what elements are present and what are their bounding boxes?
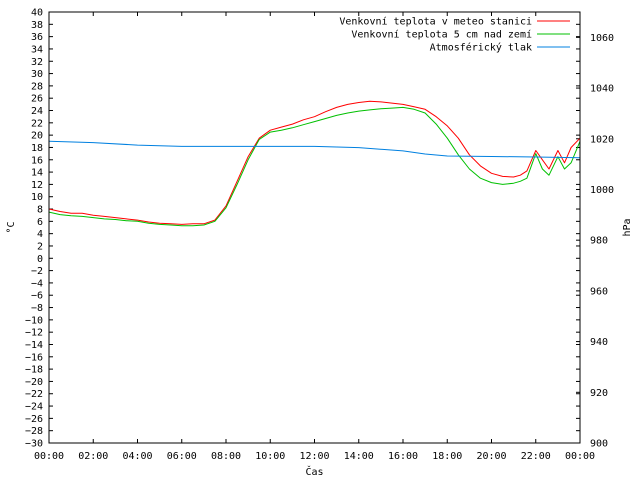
series-line-1 [48,106,581,227]
y-left-tick-label: 10 [31,192,43,203]
y-axis-label-right: hPa [622,218,633,236]
y-left-tick-label: 38 [31,20,43,31]
y-left-tick-label: 12 [31,180,43,191]
y-left-tick-label: 22 [31,118,43,129]
y-left-tick-label: 36 [31,32,43,43]
legend-label: Atmosférický tlak [430,42,532,54]
y-left-tick-label: −16 [25,352,43,363]
y-left-tick-label: 40 [31,8,43,19]
y-left-tick-label: −6 [31,291,43,302]
y-left-tick-label: 32 [31,57,43,68]
y-left-tick-label: −18 [25,365,43,376]
y-right-tick-label: 1060 [590,33,614,44]
y-left-tick-label: −8 [31,303,43,314]
x-tick-label: 00:00 [565,451,595,462]
y-right-tick-label: 960 [590,286,608,297]
y-left-tick-label: 8 [37,205,43,216]
y-axis-label-left: °C [6,221,17,233]
y-left-tick-label: 14 [31,168,43,179]
x-tick-label: 20:00 [476,451,506,462]
y-left-tick-label: 4 [37,229,43,240]
y-right-tick-label: 1020 [590,134,614,145]
y-left-tick-label: −22 [25,389,43,400]
y-left-tick-label: −24 [25,402,43,413]
x-tick-label: 22:00 [521,451,551,462]
y-right-tick-label: 900 [590,439,608,450]
y-left-tick-label: 34 [31,44,43,55]
x-tick-label: 14:00 [344,451,374,462]
y-right-tick-label: 1000 [590,185,614,196]
series-line-0 [48,100,581,225]
y-left-tick-label: 30 [31,69,43,80]
y-left-tick-label: −4 [31,278,43,289]
legend-label: Venkovní teplota 5 cm nad zemí [351,29,532,41]
series-lines [48,100,581,227]
y-left-tick-label: 20 [31,131,43,142]
x-tick-label: 10:00 [255,451,285,462]
y-left-tick-label: −12 [25,328,43,339]
y-left-tick-label: 28 [31,81,43,92]
y-left-tick-label: 18 [31,143,43,154]
y-left-tick-label: 2 [37,241,43,252]
y-left-tick-label: −2 [31,266,43,277]
y-left-tick-label: −14 [25,340,43,351]
x-tick-label: 12:00 [299,451,329,462]
right-y-tick-labels: 900 920 940 960 980 1000 1020 1040 1060 [590,33,614,450]
y-right-tick-label: 980 [590,236,608,247]
x-tick-label: 18:00 [432,451,462,462]
y-left-tick-label: 24 [31,106,43,117]
x-tick-label: 08:00 [211,451,241,462]
y-right-tick-label: 940 [590,337,608,348]
legend: Venkovní teplota v meteo staniciVenkovní… [339,16,570,54]
x-tick-label: 00:00 [34,451,64,462]
x-tick-label: 02:00 [78,451,108,462]
series-line-2 [48,140,581,159]
y-right-tick-label: 1040 [590,84,614,95]
y-left-tick-label: −30 [25,439,43,450]
x-tick-label: 16:00 [388,451,418,462]
y-left-tick-label: 6 [37,217,43,228]
y-left-tick-label: 26 [31,94,43,105]
x-tick-labels: 00:00 02:00 04:00 06:00 08:00 10:00 12:00 14:00… [34,451,595,462]
x-tick-label: 06:00 [167,451,197,462]
left-y-tick-labels: −30−28−26−24−22−20−18−16−14−12−10−8−6−4−… [25,8,43,450]
y-left-tick-label: −10 [25,315,43,326]
y-left-tick-label: 16 [31,155,43,166]
y-left-tick-label: −20 [25,377,43,388]
y-left-tick-label: −28 [25,426,43,437]
legend-label: Venkovní teplota v meteo stanici [339,16,532,28]
x-axis-label: Čas [305,465,323,478]
plot-frame [48,11,581,444]
tick-marks [48,11,581,444]
y-left-tick-label: −26 [25,414,43,425]
x-tick-label: 04:00 [122,451,152,462]
y-right-tick-label: 920 [590,388,608,399]
y-left-tick-label: 0 [37,254,43,265]
